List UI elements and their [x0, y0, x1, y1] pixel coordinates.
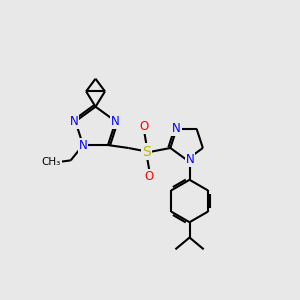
Text: N: N [172, 122, 181, 135]
Text: N: N [70, 115, 78, 128]
Text: N: N [79, 139, 87, 152]
Text: O: O [145, 170, 154, 183]
Text: S: S [142, 145, 151, 158]
Text: CH₃: CH₃ [42, 157, 61, 167]
Text: O: O [140, 120, 149, 133]
Text: N: N [186, 153, 194, 166]
Text: N: N [111, 115, 120, 128]
